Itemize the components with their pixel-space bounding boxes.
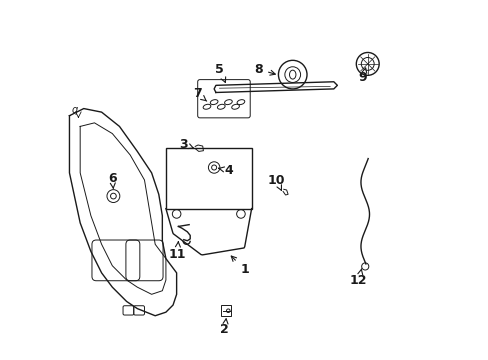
Text: 12: 12 bbox=[349, 269, 367, 287]
Text: 2: 2 bbox=[220, 319, 229, 336]
Text: 10: 10 bbox=[267, 174, 285, 190]
Text: 4: 4 bbox=[218, 164, 232, 177]
Text: 3: 3 bbox=[179, 138, 193, 151]
Text: 1: 1 bbox=[231, 256, 248, 276]
Text: 6: 6 bbox=[108, 172, 117, 188]
Text: 11: 11 bbox=[168, 242, 186, 261]
Text: q: q bbox=[72, 105, 78, 115]
Text: 7: 7 bbox=[193, 87, 206, 101]
Bar bbox=[221, 305, 231, 316]
Text: 8: 8 bbox=[254, 63, 275, 76]
Text: 5: 5 bbox=[215, 63, 225, 82]
Text: 9: 9 bbox=[358, 68, 366, 84]
Bar bbox=[165, 148, 251, 208]
